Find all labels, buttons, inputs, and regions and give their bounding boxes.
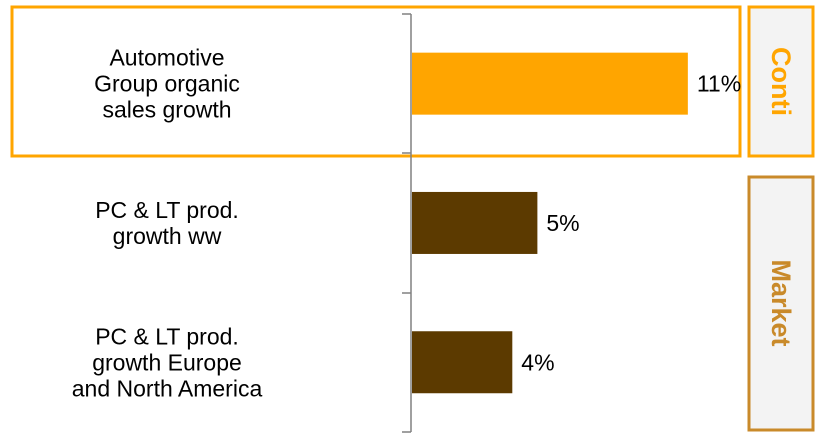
category-label-line: Group organic: [94, 71, 240, 97]
category-label-line: PC & LT prod.: [95, 197, 239, 223]
category-label-line: PC & LT prod.: [95, 323, 239, 349]
group-tab-market-box: [747, 175, 815, 432]
group-tab-market: Market: [747, 175, 815, 432]
category-label-0: Automotive Group organic sales growth: [94, 45, 240, 123]
group-tab-market-label: Market: [766, 259, 796, 346]
bars-layer: [412, 52, 688, 394]
bar-1: [412, 191, 538, 254]
category-label-line: growth ww: [113, 223, 222, 249]
category-label-line: and North America: [72, 375, 263, 401]
bar-0: [412, 52, 688, 115]
bar-2: [412, 331, 513, 394]
value-label-1: 5%: [546, 210, 579, 236]
category-label-line: Automotive: [109, 45, 224, 71]
category-label-2: PC & LT prod. growth Europe and North Amer…: [72, 323, 263, 401]
group-tab-conti-label: Conti: [766, 47, 796, 116]
conti-highlight-frame: [10, 5, 742, 158]
category-label-line: growth Europe: [92, 349, 242, 375]
group-tab-conti: Conti: [747, 5, 815, 158]
value-label-2: 4%: [521, 349, 554, 375]
labels-layer: 11% Automotive Group organic sales growth 5%…: [72, 45, 741, 402]
category-label-1: PC & LT prod. growth ww: [95, 197, 239, 249]
category-label-line: sales growth: [102, 97, 231, 123]
value-label-0: 11%: [697, 71, 741, 97]
group-tab-conti-box: [747, 5, 815, 158]
